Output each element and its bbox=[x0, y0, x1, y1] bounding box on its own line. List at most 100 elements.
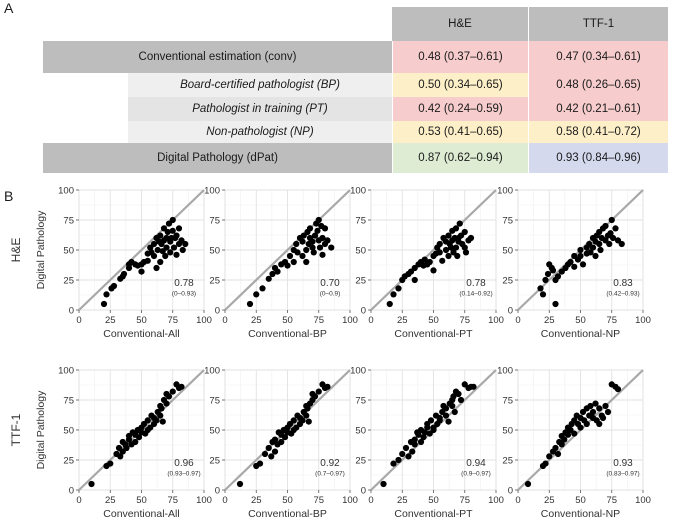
x-tick-label: 0 bbox=[222, 495, 227, 506]
data-point bbox=[380, 480, 387, 488]
data-point bbox=[299, 238, 306, 245]
data-point bbox=[103, 291, 110, 298]
data-point bbox=[169, 227, 176, 234]
cell-pt-ttf1: 0.42 (0.21–0.61) bbox=[528, 97, 668, 121]
x-tick-label: 0 bbox=[76, 495, 81, 506]
x-tick-label: 100 bbox=[342, 495, 358, 506]
row-label-1: TTF-1 bbox=[9, 413, 23, 446]
data-point bbox=[549, 267, 557, 274]
data-point bbox=[452, 225, 460, 232]
data-point bbox=[606, 240, 613, 248]
x-tick-label: 50 bbox=[282, 495, 293, 506]
data-point bbox=[451, 408, 458, 416]
data-point bbox=[309, 244, 316, 251]
data-point bbox=[596, 420, 603, 428]
data-point bbox=[449, 402, 456, 410]
data-point bbox=[316, 244, 324, 251]
y-tick-label: 100 bbox=[204, 366, 220, 377]
data-point bbox=[546, 453, 553, 460]
data-point bbox=[314, 227, 321, 234]
y-tick-label: 75 bbox=[63, 396, 74, 407]
y-tick-label: 25 bbox=[209, 276, 220, 287]
x-tick-label: 50 bbox=[282, 315, 293, 326]
data-point bbox=[253, 291, 260, 298]
data-point bbox=[150, 252, 158, 260]
data-point bbox=[290, 258, 297, 266]
data-point bbox=[88, 480, 95, 488]
data-point bbox=[315, 216, 322, 224]
data-point bbox=[158, 405, 165, 412]
x-tick-label: 75 bbox=[313, 495, 324, 506]
data-point bbox=[604, 408, 612, 416]
ci-label: (0–0.93) bbox=[172, 291, 196, 298]
y-axis-title-1: Digital Pathology bbox=[35, 390, 47, 470]
scatter-panel-0-2: 00 25 25 50 50 75 75 100 100 0.78 (0.14–0.92) Conve… bbox=[350, 186, 504, 341]
data-point bbox=[442, 405, 450, 412]
x-tick-label: 50 bbox=[575, 495, 586, 506]
data-point bbox=[577, 424, 584, 431]
data-point bbox=[436, 240, 443, 248]
data-point bbox=[390, 291, 397, 298]
data-point bbox=[182, 240, 189, 248]
data-point bbox=[439, 257, 446, 264]
ci-label: (0.14–0.92) bbox=[459, 291, 492, 298]
x-tick-label: 0 bbox=[515, 495, 520, 506]
data-point bbox=[299, 252, 306, 260]
row-label-0: H&E bbox=[9, 238, 23, 263]
data-point bbox=[167, 249, 174, 256]
x-tick-label: 0 bbox=[368, 495, 373, 506]
x-tick-label: 75 bbox=[167, 495, 178, 506]
data-point bbox=[583, 420, 590, 428]
x-tick-label: 75 bbox=[167, 315, 178, 326]
data-point bbox=[420, 434, 427, 441]
cell-conv-ttf1: 0.47 (0.34–0.61) bbox=[528, 41, 668, 73]
data-point bbox=[597, 246, 604, 254]
x-tick-label: 25 bbox=[544, 315, 555, 326]
data-point bbox=[442, 412, 450, 419]
data-point bbox=[589, 408, 597, 416]
data-point bbox=[328, 244, 335, 251]
data-point bbox=[608, 216, 615, 224]
data-point bbox=[614, 386, 622, 393]
data-point bbox=[159, 418, 166, 425]
x-tick-label: 50 bbox=[136, 315, 147, 326]
x-axis-title: Conventional-All bbox=[103, 508, 179, 520]
y-tick-label: 100 bbox=[350, 366, 366, 377]
data-point bbox=[259, 285, 266, 292]
data-point bbox=[602, 402, 609, 410]
data-point bbox=[281, 434, 289, 441]
x-tick-label: 25 bbox=[105, 315, 116, 326]
x-axis-title: Conventional-NP bbox=[541, 328, 620, 340]
data-point bbox=[299, 417, 306, 424]
cell-pt-he: 0.42 (0.24–0.59) bbox=[392, 97, 528, 121]
y-tick-label: 0 bbox=[215, 486, 220, 497]
x-tick-label: 100 bbox=[488, 315, 504, 326]
data-point bbox=[445, 232, 452, 239]
data-point bbox=[426, 258, 433, 266]
x-axis-title: Conventional-All bbox=[103, 328, 179, 340]
data-point bbox=[596, 405, 603, 412]
x-tick-label: 100 bbox=[342, 315, 358, 326]
cell-bp-he: 0.50 (0.34–0.65) bbox=[392, 73, 528, 97]
data-point bbox=[445, 252, 452, 260]
data-point bbox=[462, 249, 470, 256]
y-tick-label: 0 bbox=[215, 306, 220, 317]
data-point bbox=[599, 414, 607, 422]
data-point bbox=[144, 417, 151, 424]
data-point bbox=[430, 267, 437, 274]
y-tick-label: 100 bbox=[58, 366, 74, 377]
data-point bbox=[261, 450, 269, 458]
data-point bbox=[286, 252, 294, 260]
scatter-panel-1-3: 00 25 25 50 50 75 75 100 100 0.93 (0.83–0.97) Conve… bbox=[497, 366, 651, 521]
data-point bbox=[315, 388, 322, 395]
data-point bbox=[132, 438, 139, 446]
data-point bbox=[607, 230, 614, 237]
data-point bbox=[411, 441, 418, 448]
data-point bbox=[324, 237, 331, 244]
data-point bbox=[305, 418, 312, 425]
y-tick-label: 100 bbox=[350, 186, 366, 197]
data-point bbox=[421, 429, 428, 436]
data-point bbox=[169, 216, 176, 224]
data-point bbox=[402, 444, 410, 452]
y-tick-label: 50 bbox=[355, 246, 366, 257]
